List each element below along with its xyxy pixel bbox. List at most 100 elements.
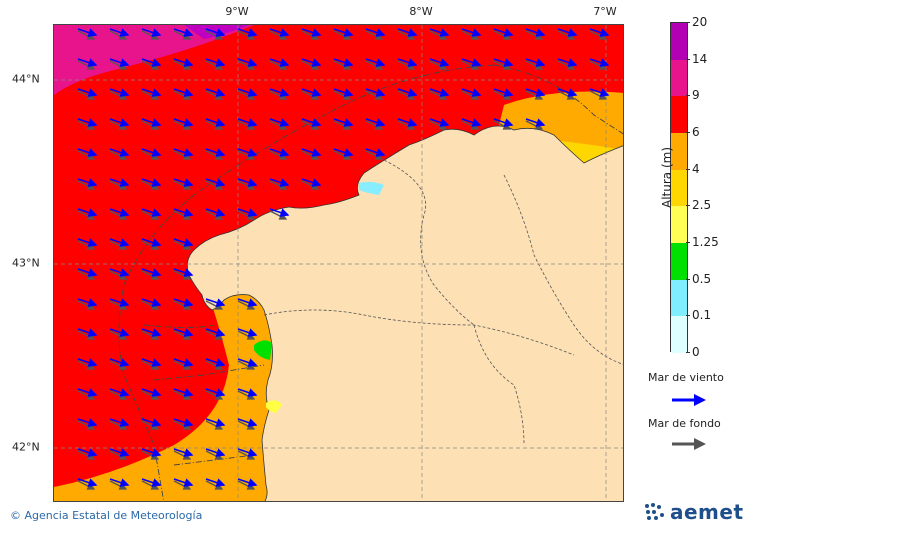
wind-arrow — [237, 478, 258, 487]
wind-arrow — [205, 418, 226, 427]
province-boundaries — [263, 159, 623, 446]
swell-arrow — [269, 90, 288, 100]
wind-arrow — [205, 58, 226, 67]
wind-arrow — [141, 88, 162, 97]
swell-arrow — [141, 90, 160, 100]
wave-height-colorbar — [670, 22, 688, 354]
wind-arrow — [205, 328, 226, 337]
wave-height-map — [53, 24, 624, 502]
wind-arrow — [109, 478, 130, 487]
swell-arrow — [173, 390, 192, 400]
swell-arrow — [365, 150, 384, 160]
wind-arrow — [205, 88, 226, 97]
estuary-pale-zone — [266, 400, 282, 413]
colorbar-tick-label: 14 — [692, 51, 708, 66]
colorbar-tick-mark — [686, 168, 690, 170]
swell-arrow — [301, 180, 320, 190]
wind-arrow — [77, 58, 98, 67]
wind-arrow — [429, 88, 450, 97]
swell-arrow — [461, 90, 480, 100]
colorbar-segment — [671, 169, 687, 207]
wind-arrow — [557, 58, 578, 67]
swell-arrow — [237, 60, 256, 70]
swell-arrow — [173, 420, 192, 430]
wind-arrow — [173, 358, 194, 367]
swell-arrow — [205, 360, 224, 370]
swell-arrow — [237, 330, 256, 340]
swell-arrow — [141, 420, 160, 430]
swell-arrow — [237, 420, 256, 430]
swell-arrow — [141, 120, 160, 130]
wind-arrow — [141, 418, 162, 427]
legend-wind-label: Mar de viento — [648, 371, 724, 384]
swell-arrow — [77, 60, 96, 70]
swell-arrow — [109, 180, 128, 190]
wind-arrow — [77, 388, 98, 397]
swell-arrow — [173, 30, 192, 40]
colorbar-tick-label: 9 — [692, 88, 700, 103]
wind-arrow — [141, 448, 162, 457]
wind-arrow — [269, 28, 290, 37]
colorbar-tick-mark — [686, 58, 690, 60]
swell-arrow — [493, 90, 512, 100]
wind-arrow — [429, 118, 450, 127]
wind-arrow — [205, 388, 226, 397]
wind-arrow — [205, 358, 226, 367]
swell-arrow — [205, 330, 224, 340]
wind-arrow — [141, 268, 162, 277]
estuary-cyan-zone — [359, 181, 384, 195]
swell-arrow — [141, 450, 160, 460]
wind-arrow — [173, 178, 194, 187]
swell-arrow — [365, 60, 384, 70]
swell-arrow — [109, 360, 128, 370]
swell-arrow — [461, 60, 480, 70]
wind-arrow — [77, 418, 98, 427]
swell-arrow — [109, 30, 128, 40]
wind-arrow — [365, 28, 386, 37]
swell-arrow — [493, 60, 512, 70]
wind-arrow — [461, 88, 482, 97]
wind-arrow-icon — [672, 394, 706, 406]
swell-arrow — [77, 240, 96, 250]
wind-arrow — [237, 328, 258, 337]
swell-arrow — [109, 90, 128, 100]
swell-arrow — [301, 90, 320, 100]
wind-arrow — [77, 268, 98, 277]
ocean-high-zone — [54, 25, 254, 95]
aemet-logo-icon — [645, 503, 664, 520]
swell-arrow-icon — [672, 438, 706, 450]
wind-arrow — [269, 208, 290, 217]
wind-arrow — [301, 88, 322, 97]
swell-arrow — [557, 90, 576, 100]
colorbar-tick-mark — [686, 22, 690, 23]
wind-arrow — [109, 148, 130, 157]
swell-arrow — [237, 480, 256, 490]
swell-arrow — [141, 240, 160, 250]
wind-arrow — [301, 118, 322, 127]
wind-arrow — [237, 208, 258, 217]
wind-arrow — [397, 58, 418, 67]
swell-arrow — [109, 480, 128, 490]
swell-arrow — [237, 180, 256, 190]
wind-arrow — [77, 178, 98, 187]
wind-arrow — [141, 478, 162, 487]
wind-arrow — [109, 268, 130, 277]
wind-arrow — [173, 388, 194, 397]
swell-arrow — [429, 60, 448, 70]
swell-arrow — [493, 30, 512, 40]
swell-arrow — [173, 450, 192, 460]
lat-label-43n: 43°N — [12, 256, 40, 270]
swell-arrow — [109, 420, 128, 430]
swell-arrow — [365, 90, 384, 100]
ocean-lower-zone-south — [54, 275, 274, 501]
swell-arrow — [237, 360, 256, 370]
land-mass — [186, 125, 623, 501]
swell-arrow — [237, 30, 256, 40]
wind-arrow — [173, 268, 194, 277]
swell-arrow — [397, 120, 416, 130]
swell-arrow — [141, 150, 160, 160]
wind-arrow — [461, 58, 482, 67]
swell-arrow — [77, 450, 96, 460]
swell-arrow — [397, 90, 416, 100]
wind-arrow — [397, 28, 418, 37]
